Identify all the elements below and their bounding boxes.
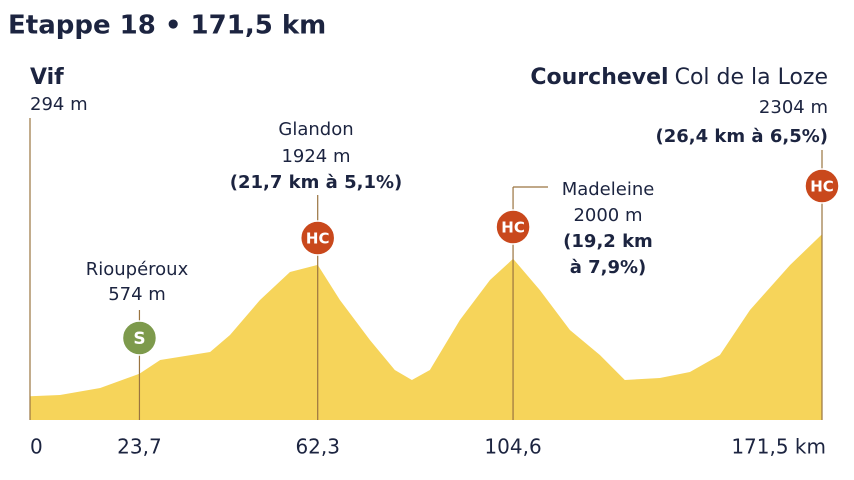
badge-label: S	[133, 329, 145, 349]
x-tick-label: 0	[30, 435, 43, 459]
place-name: Madeleine	[562, 179, 655, 200]
climb-badge	[495, 209, 531, 245]
x-tick-label: 62,3	[295, 435, 340, 459]
place-name-bold: Courchevel	[530, 65, 668, 90]
climb-badge	[299, 220, 336, 256]
x-tick-label: 171,5 km	[731, 435, 826, 459]
badge-label: HC	[810, 178, 834, 196]
badge-label: HC	[306, 230, 330, 248]
place-subname: Col de la Loze	[675, 65, 828, 90]
climb-badge	[121, 320, 158, 356]
place-name: Glandon	[278, 119, 353, 140]
chart-title: Etappe 18 • 171,5 km	[8, 11, 326, 41]
elevation-area	[30, 234, 822, 420]
x-tick-label: 104,6	[484, 435, 541, 459]
climb-detail: (21,7 km à 5,1%)	[230, 172, 402, 193]
place-elevation: 574 m	[108, 284, 166, 305]
climb-detail: (26,4 km à 6,5%)	[656, 126, 828, 147]
x-tick-label: 23,7	[117, 435, 162, 459]
place-elevation: 2304 m	[759, 97, 828, 118]
place-name: Rioupéroux	[86, 259, 189, 280]
place-name: Vif	[30, 65, 64, 90]
climb-detail: (19,2 km	[563, 231, 653, 252]
place-elevation: 294 m	[30, 94, 88, 115]
place-name: Courchevel Col de la Loze	[530, 65, 828, 90]
climb-detail: à 7,9%)	[570, 257, 647, 278]
place-elevation: 2000 m	[573, 205, 642, 226]
place-elevation: 1924 m	[281, 146, 350, 167]
climb-badge	[804, 168, 840, 204]
badge-label: HC	[501, 219, 525, 237]
